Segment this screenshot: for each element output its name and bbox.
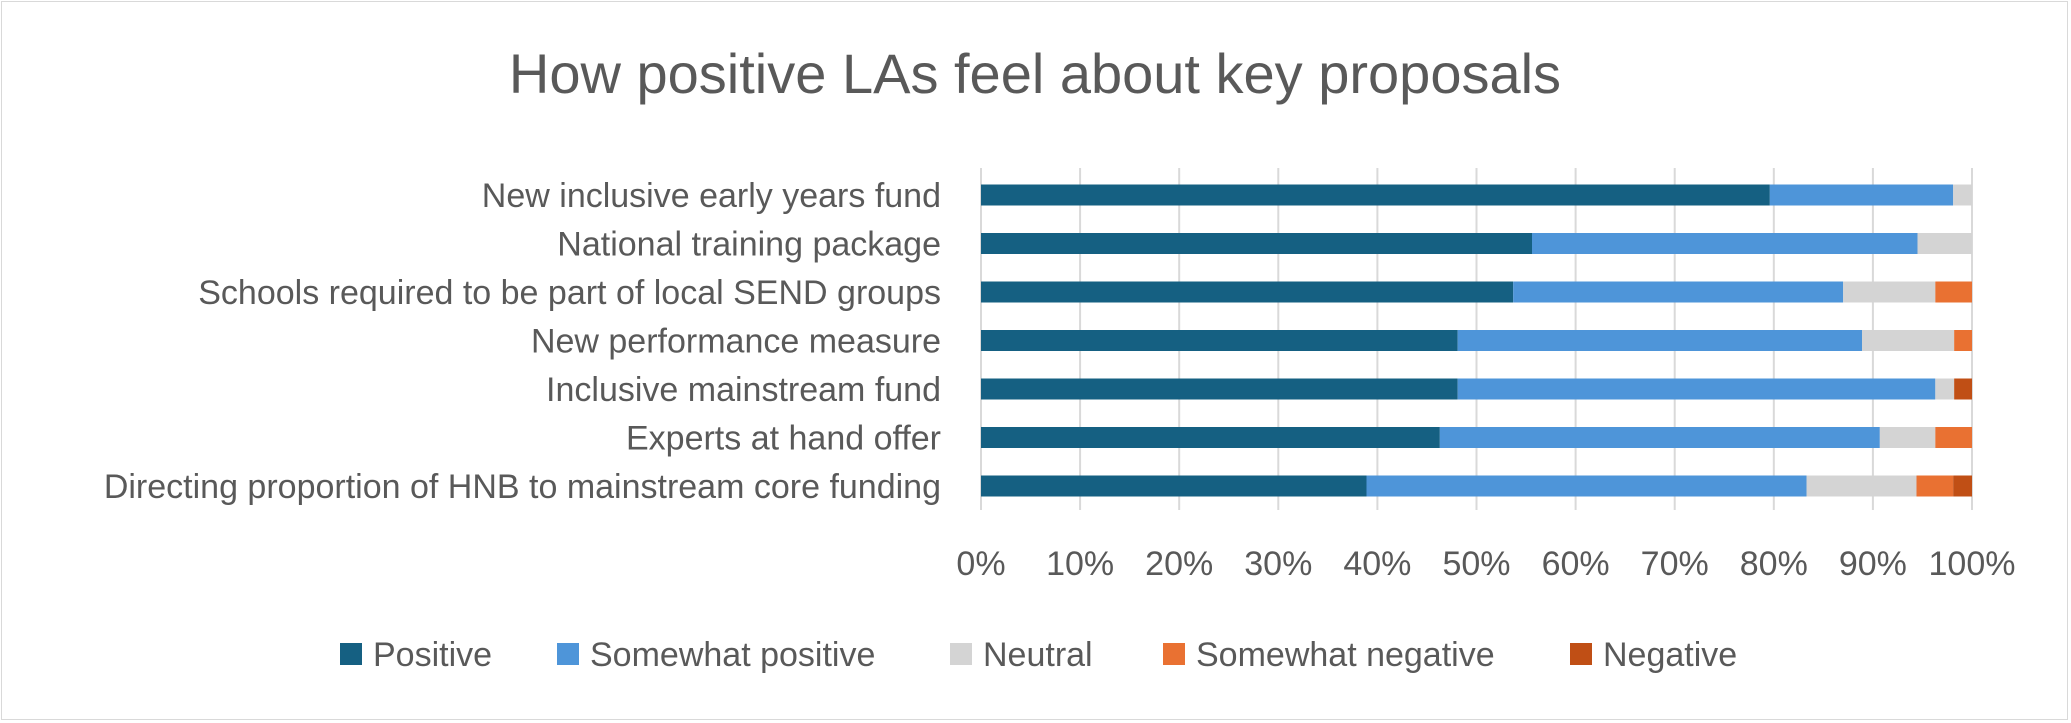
legend-label: Somewhat positive xyxy=(590,636,875,674)
legend-label: Somewhat negative xyxy=(1196,636,1495,674)
bar-segment xyxy=(981,233,1532,254)
x-tick-label: 50% xyxy=(1442,545,1510,583)
bar-segment xyxy=(1769,184,1954,206)
x-tick-label: 10% xyxy=(1046,545,1114,583)
bar-segment xyxy=(1843,281,1936,303)
bar-segment xyxy=(1366,475,1807,497)
legend-swatch xyxy=(340,643,362,665)
legend-swatch xyxy=(557,643,579,665)
bar-segment xyxy=(1806,475,1917,497)
bar-segment xyxy=(1935,378,1955,400)
bar-segment xyxy=(981,330,1458,351)
legend: Positive Somewhat positive Neutral Somewhat… xyxy=(340,636,1737,674)
bar-segment xyxy=(1861,330,1955,351)
x-tick-label: 40% xyxy=(1343,545,1411,583)
category-label: New performance measure xyxy=(531,323,941,361)
bar-segment xyxy=(1954,378,1972,400)
legend-swatch xyxy=(1570,643,1592,665)
chart-title: How positive LAs feel about key proposal… xyxy=(509,42,1561,105)
x-tick-label: 20% xyxy=(1145,545,1213,583)
bar-segment xyxy=(1953,184,1972,206)
x-tick-label: 60% xyxy=(1542,545,1610,583)
category-label: Schools required to be part of local SEN… xyxy=(198,274,941,312)
x-tick-label: 70% xyxy=(1641,545,1709,583)
bar-segment xyxy=(1954,330,1972,351)
category-label: National training package xyxy=(557,226,941,264)
category-label: Inclusive mainstream fund xyxy=(546,371,941,409)
bar-segment xyxy=(1513,281,1844,303)
legend-label: Neutral xyxy=(983,636,1093,674)
bar-segment xyxy=(1935,427,1972,448)
x-tick-label: 100% xyxy=(1929,545,2016,583)
bar-segment xyxy=(1916,475,1954,497)
bar-segment xyxy=(1879,427,1936,448)
category-label: Experts at hand offer xyxy=(626,420,941,458)
category-label: Directing proportion of HNB to mainstrea… xyxy=(104,468,941,506)
bar-segment xyxy=(1531,233,1918,254)
bar-segment xyxy=(1439,427,1880,448)
legend-label: Negative xyxy=(1603,636,1737,674)
bar-segment xyxy=(1457,330,1862,351)
legend-label: Positive xyxy=(373,636,492,674)
x-tick-label: 80% xyxy=(1740,545,1808,583)
legend-swatch xyxy=(1163,643,1185,665)
category-label: New inclusive early years fund xyxy=(482,177,941,215)
x-tick-label: 0% xyxy=(956,545,1005,583)
bar-segment xyxy=(1935,281,1972,303)
x-tick-label: 90% xyxy=(1839,545,1907,583)
bar-segment xyxy=(981,475,1367,497)
bar-segment xyxy=(1457,378,1936,400)
bars xyxy=(981,184,1972,497)
bar-segment xyxy=(981,427,1440,448)
category-labels: New inclusive early years fund National t… xyxy=(104,177,941,506)
bar-segment xyxy=(1917,233,1972,254)
bar-segment xyxy=(1953,475,1972,497)
bar-segment xyxy=(981,184,1770,206)
legend-swatch xyxy=(950,643,972,665)
x-axis-tick-labels: 0% 10% 20% 30% 40% 50% 60% 70% 80% 90% 100% xyxy=(956,545,2015,583)
bar-segment xyxy=(981,378,1458,400)
bar-segment xyxy=(981,281,1514,303)
x-tick-label: 30% xyxy=(1244,545,1312,583)
